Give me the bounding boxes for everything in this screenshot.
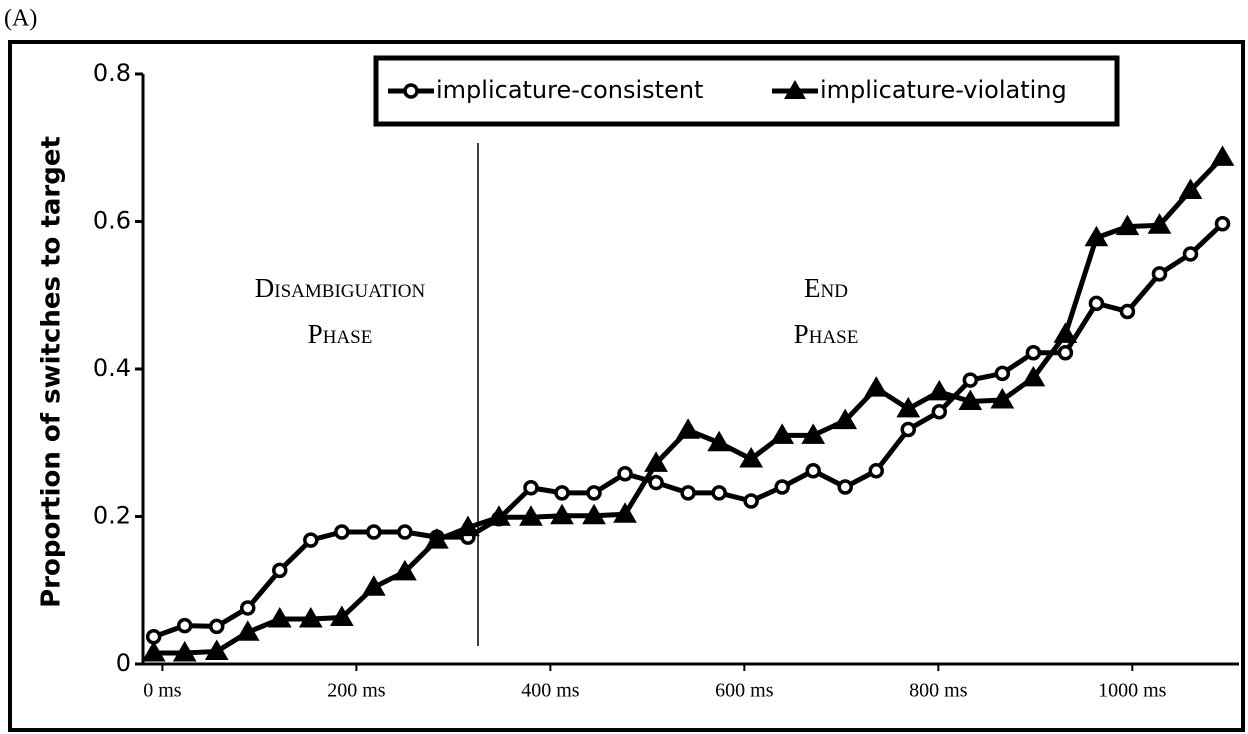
circle-marker bbox=[1214, 215, 1231, 232]
triangle-marker bbox=[519, 505, 543, 526]
x-tick-label: 200 ms bbox=[327, 680, 386, 702]
triangle-marker bbox=[582, 503, 606, 525]
circle-marker bbox=[208, 618, 225, 635]
triangle-marker bbox=[361, 575, 386, 596]
legend-label: implicature-consistent bbox=[436, 76, 703, 104]
legend bbox=[373, 55, 1120, 127]
x-tick-label: 800 ms bbox=[909, 680, 968, 702]
triangle-marker bbox=[298, 607, 323, 628]
circle-marker bbox=[303, 532, 319, 548]
triangle-marker bbox=[393, 559, 417, 581]
circle-marker bbox=[554, 485, 570, 501]
circle-marker bbox=[1182, 246, 1199, 262]
frame bbox=[8, 40, 1245, 732]
circle-marker bbox=[617, 465, 633, 482]
circle-marker bbox=[774, 479, 790, 495]
triangle-marker bbox=[1021, 365, 1046, 387]
triangle-marker bbox=[644, 451, 668, 472]
circle-marker bbox=[994, 365, 1011, 382]
y-tick-label: 0.4 bbox=[93, 354, 131, 382]
annotation: End bbox=[804, 273, 848, 303]
series-line bbox=[153, 155, 1225, 656]
legend-marker bbox=[403, 83, 419, 99]
x-tick-label: 400 ms bbox=[521, 680, 580, 702]
triangle-marker bbox=[927, 379, 952, 401]
triangle-marker bbox=[425, 528, 449, 549]
panel-label: (A) bbox=[4, 6, 37, 32]
triangle-marker bbox=[958, 389, 983, 410]
circle-marker bbox=[145, 628, 162, 645]
triangle-marker bbox=[487, 505, 511, 526]
annotation: Disambiguation bbox=[255, 273, 426, 303]
circle-marker bbox=[366, 524, 382, 540]
circle-marker bbox=[711, 485, 727, 501]
circle-marker bbox=[962, 372, 979, 388]
triangle-marker bbox=[770, 423, 795, 444]
y-tick-label: 0.6 bbox=[93, 207, 131, 235]
triangle-marker bbox=[550, 503, 574, 525]
circle-marker bbox=[743, 493, 759, 509]
triangle-marker bbox=[1115, 214, 1140, 236]
circle-marker bbox=[1057, 345, 1074, 361]
circle-marker bbox=[1088, 295, 1105, 312]
legend-label: implicature-violating bbox=[820, 76, 1067, 104]
triangle-marker bbox=[456, 515, 480, 537]
triangle-marker bbox=[329, 605, 354, 627]
triangle-marker bbox=[1053, 322, 1078, 343]
y-tick-label: 0.2 bbox=[93, 502, 131, 530]
x-tick-label: 1000 ms bbox=[1098, 680, 1167, 702]
circle-marker bbox=[397, 524, 413, 540]
circle-marker bbox=[648, 474, 664, 491]
circle-marker bbox=[1025, 345, 1042, 361]
annotation: Phase bbox=[308, 319, 373, 349]
circle-marker bbox=[837, 479, 853, 495]
circle-marker bbox=[176, 617, 193, 634]
triangle-marker bbox=[172, 640, 197, 662]
circle-marker bbox=[1119, 303, 1136, 320]
circle-marker bbox=[240, 600, 256, 616]
x-tick-label: 600 ms bbox=[715, 680, 774, 702]
triangle-marker bbox=[676, 418, 700, 439]
circle-marker bbox=[334, 524, 350, 540]
triangle-marker bbox=[833, 408, 858, 430]
circle-marker bbox=[1151, 266, 1168, 282]
triangle-marker bbox=[613, 502, 637, 523]
circle-marker bbox=[868, 463, 885, 479]
triangle-marker bbox=[1084, 225, 1109, 247]
triangle-marker bbox=[235, 620, 260, 641]
circle-marker bbox=[523, 479, 539, 496]
triangle-marker bbox=[707, 430, 731, 452]
y-tick-label: 0.8 bbox=[93, 59, 131, 87]
circle-marker bbox=[931, 404, 948, 420]
circle-marker bbox=[680, 485, 696, 501]
x-tick-label: 0 ms bbox=[143, 680, 182, 702]
circle-marker bbox=[900, 421, 917, 438]
y-tick-label: 0 bbox=[116, 649, 131, 677]
triangle-marker bbox=[141, 640, 166, 662]
triangle-marker bbox=[267, 607, 292, 628]
triangle-marker bbox=[1147, 213, 1172, 234]
triangle-marker bbox=[990, 387, 1015, 409]
triangle-marker bbox=[896, 396, 921, 418]
annotation: Phase bbox=[794, 319, 859, 349]
circle-marker bbox=[805, 463, 821, 479]
circle-marker bbox=[586, 485, 602, 501]
triangle-marker bbox=[864, 376, 889, 397]
legend-marker bbox=[784, 80, 806, 99]
triangle-marker bbox=[1178, 178, 1203, 200]
triangle-marker bbox=[204, 639, 229, 660]
triangle-marker bbox=[1210, 145, 1235, 166]
triangle-marker bbox=[739, 446, 764, 468]
y-axis-label: Proportion of switches to target bbox=[37, 136, 67, 608]
triangle-marker bbox=[801, 423, 826, 444]
circle-marker bbox=[272, 562, 288, 579]
